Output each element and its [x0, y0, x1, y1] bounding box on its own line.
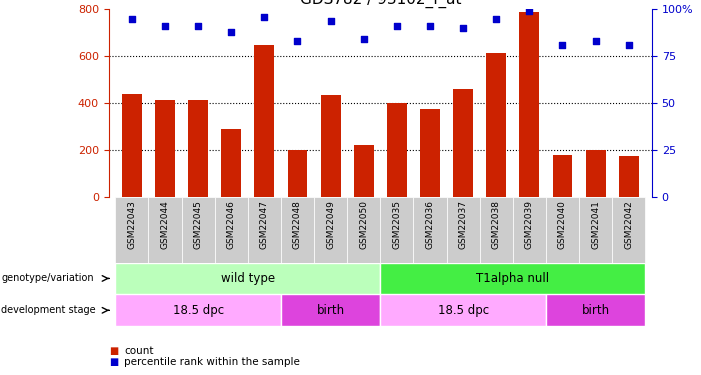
Bar — [115, 262, 381, 294]
Text: ■: ■ — [109, 346, 118, 355]
Text: GSM22041: GSM22041 — [591, 200, 600, 249]
Bar — [287, 150, 308, 197]
Bar — [182, 197, 215, 262]
Point — [424, 23, 435, 29]
Point — [557, 42, 568, 48]
Text: GSM22050: GSM22050 — [359, 200, 368, 249]
Bar — [320, 95, 341, 197]
Bar — [149, 197, 182, 262]
Text: GSM22036: GSM22036 — [426, 200, 435, 249]
Text: birth: birth — [317, 304, 345, 317]
Point — [259, 14, 270, 20]
Text: GSM22045: GSM22045 — [193, 200, 203, 249]
Bar — [447, 197, 479, 262]
Bar — [546, 294, 646, 326]
Text: GSM22044: GSM22044 — [161, 200, 170, 249]
Bar — [215, 197, 247, 262]
Point — [126, 16, 137, 22]
Point — [391, 23, 402, 29]
Bar — [314, 197, 347, 262]
Text: GSM22043: GSM22043 — [128, 200, 136, 249]
Text: GSM22048: GSM22048 — [293, 200, 302, 249]
Text: percentile rank within the sample: percentile rank within the sample — [124, 357, 300, 367]
Point — [524, 8, 535, 14]
Text: 18.5 dpc: 18.5 dpc — [172, 304, 224, 317]
Text: GSM22042: GSM22042 — [625, 200, 633, 249]
Text: count: count — [124, 346, 154, 355]
Bar — [414, 197, 447, 262]
Text: ■: ■ — [109, 357, 118, 367]
Bar — [519, 12, 539, 197]
Text: GSM22049: GSM22049 — [326, 200, 335, 249]
Text: GSM22039: GSM22039 — [525, 200, 534, 249]
Title: GDS782 / 93102_f_at: GDS782 / 93102_f_at — [299, 0, 461, 8]
Text: development stage: development stage — [1, 305, 96, 315]
Bar — [420, 109, 440, 197]
Point — [358, 36, 369, 42]
Text: birth: birth — [582, 304, 610, 317]
Point — [325, 18, 336, 24]
Bar — [513, 197, 546, 262]
Bar — [381, 262, 646, 294]
Point — [193, 23, 204, 29]
Bar — [381, 294, 546, 326]
Bar — [354, 145, 374, 197]
Bar — [281, 294, 381, 326]
Text: GSM22040: GSM22040 — [558, 200, 567, 249]
Text: GSM22038: GSM22038 — [491, 200, 501, 249]
Bar — [122, 94, 142, 197]
Bar — [546, 197, 579, 262]
Point — [226, 29, 237, 35]
Point — [292, 38, 303, 44]
Text: genotype/variation: genotype/variation — [1, 273, 94, 284]
Bar — [115, 294, 281, 326]
Bar — [612, 197, 646, 262]
Bar — [381, 197, 414, 262]
Bar — [281, 197, 314, 262]
Point — [458, 25, 469, 31]
Bar — [115, 197, 149, 262]
Text: GSM22037: GSM22037 — [458, 200, 468, 249]
Bar — [254, 45, 274, 197]
Point — [159, 23, 170, 29]
Bar — [552, 154, 573, 197]
Bar — [387, 103, 407, 197]
Bar — [579, 197, 612, 262]
Bar — [155, 100, 175, 197]
Bar — [585, 150, 606, 197]
Point — [590, 38, 601, 44]
Bar — [453, 89, 473, 197]
Text: GSM22047: GSM22047 — [260, 200, 269, 249]
Bar — [619, 156, 639, 197]
Bar — [486, 53, 506, 197]
Text: T1alpha null: T1alpha null — [476, 272, 550, 285]
Bar — [347, 197, 381, 262]
Bar — [247, 197, 281, 262]
Bar — [222, 129, 241, 197]
Text: GSM22046: GSM22046 — [226, 200, 236, 249]
Bar — [479, 197, 513, 262]
Bar — [188, 100, 208, 197]
Point — [623, 42, 634, 48]
Text: 18.5 dpc: 18.5 dpc — [437, 304, 489, 317]
Text: wild type: wild type — [221, 272, 275, 285]
Point — [491, 16, 502, 22]
Text: GSM22035: GSM22035 — [393, 200, 402, 249]
